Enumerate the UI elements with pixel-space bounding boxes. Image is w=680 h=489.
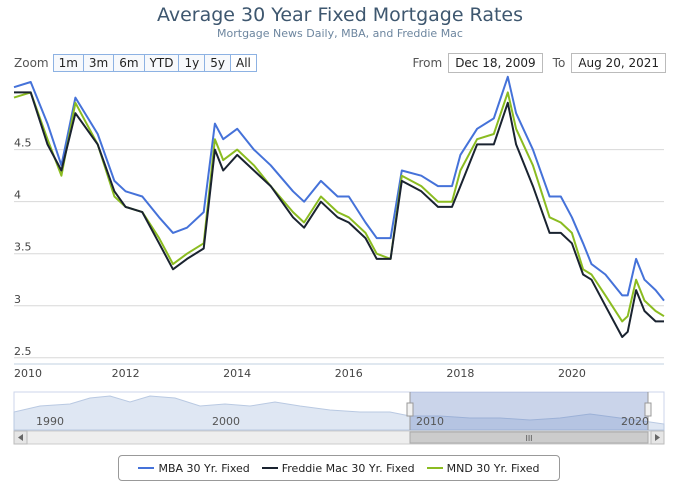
arrow-left-icon: [18, 434, 23, 441]
x-tick-label: 2012: [112, 367, 140, 380]
from-label: From: [412, 56, 443, 70]
y-tick-label: 3.5: [14, 241, 32, 254]
x-tick-label: 2020: [558, 367, 586, 380]
y-tick-label: 2.5: [14, 345, 32, 358]
scrollbar-grip: III: [525, 434, 532, 443]
legend: MBA 30 Yr. Fixed Freddie Mac 30 Yr. Fixe…: [118, 455, 560, 481]
series-line-freddie-mac-30-yr-fixed[interactable]: [14, 91, 664, 338]
zoom-label: Zoom: [14, 56, 49, 70]
range-selector: From Dec 18, 2009 To Aug 20, 2021: [402, 53, 666, 73]
navigator-right-handle[interactable]: [644, 402, 652, 417]
zoom-1y-button[interactable]: 1y: [178, 54, 206, 72]
x-tick-label: 2018: [446, 367, 474, 380]
legend-item-mba[interactable]: MBA 30 Yr. Fixed: [138, 461, 250, 475]
zoom-bar: Zoom 1m 3m 6m YTD 1y 5y All: [14, 54, 257, 72]
series-layer: [13, 75, 665, 338]
navigator-label: 1990: [36, 415, 64, 428]
legend-swatch: [138, 467, 155, 469]
navigator-area: [13, 395, 665, 431]
navigator-left-handle[interactable]: [406, 402, 414, 417]
x-tick-label: 2016: [335, 367, 363, 380]
x-tick-label: 2014: [223, 367, 251, 380]
zoom-3m-button[interactable]: 3m: [82, 54, 115, 72]
navigator[interactable]: 1990 2000 2010 2020: [13, 391, 665, 431]
legend-label: Freddie Mac 30 Yr. Fixed: [281, 461, 415, 475]
y-tick-label: 3: [14, 293, 21, 306]
y-tick-label: 4: [14, 189, 21, 202]
legend-swatch: [261, 467, 278, 469]
from-date-input[interactable]: Dec 18, 2009: [448, 53, 543, 73]
scrollbar-thumb[interactable]: [409, 431, 649, 444]
x-tick-label: 2010: [14, 367, 42, 380]
to-date-input[interactable]: Aug 20, 2021: [571, 53, 666, 73]
chart-title: Average 30 Year Fixed Mortgage Rates: [156, 4, 524, 26]
x-axis-labels: 2010 2012 2014 2016 2018 2020: [14, 367, 586, 380]
legend-item-freddie-mac[interactable]: Freddie Mac 30 Yr. Fixed: [261, 461, 415, 475]
zoom-all-button[interactable]: All: [229, 54, 257, 72]
navigator-label: 2010: [416, 415, 444, 428]
navigator-selection[interactable]: [410, 392, 648, 430]
series-line-mba-30-yr-fixed[interactable]: [13, 75, 665, 302]
legend-item-mnd[interactable]: MND 30 Yr. Fixed: [426, 461, 540, 475]
navigator-label: 2020: [621, 415, 649, 428]
legend-label: MBA 30 Yr. Fixed: [158, 461, 250, 475]
arrow-right-icon: [655, 434, 660, 441]
chart-subtitle: Mortgage News Daily, MBA, and Freddie Ma…: [217, 27, 463, 40]
scrollbar[interactable]: III: [13, 430, 665, 445]
zoom-ytd-button[interactable]: YTD: [143, 54, 180, 72]
to-label: To: [552, 56, 566, 70]
legend-swatch: [426, 467, 443, 469]
y-axis-labels: 2.5 3 3.5 4 4.5: [14, 137, 32, 358]
y-tick-label: 4.5: [14, 137, 32, 150]
zoom-1m-button[interactable]: 1m: [52, 54, 84, 72]
navigator-label: 2000: [212, 415, 240, 428]
legend-label: MND 30 Yr. Fixed: [446, 461, 540, 475]
